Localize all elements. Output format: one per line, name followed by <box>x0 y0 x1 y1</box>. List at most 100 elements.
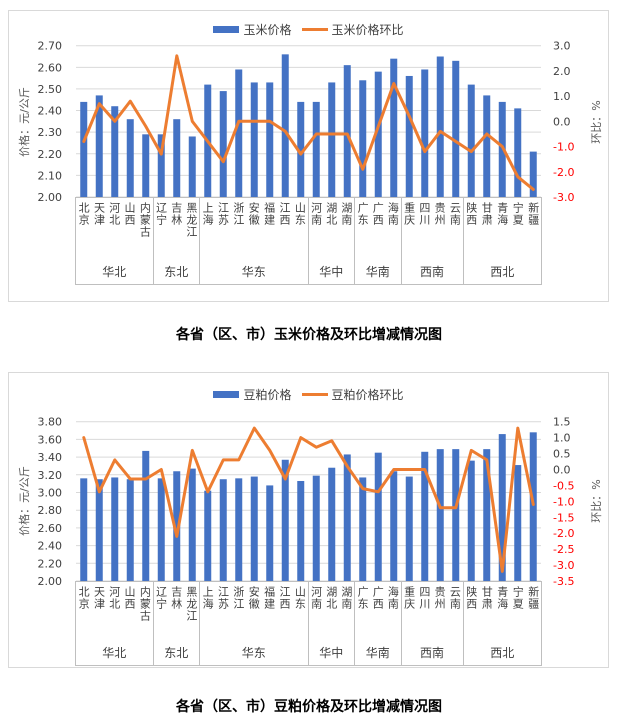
left-axis-tick-label: 2.60 <box>38 522 63 535</box>
province-label: 山西 <box>122 582 137 640</box>
province-label: 甘肃 <box>479 582 495 640</box>
province-label: 江西 <box>277 198 292 259</box>
province-row: 北京 天津 河北 山西 内蒙古 <box>76 582 153 640</box>
region-label: 西北 <box>490 265 515 279</box>
region-label: 东北 <box>164 646 189 660</box>
price-bar <box>436 449 444 581</box>
left-axis-tick-label: 2.50 <box>38 83 63 96</box>
province-row: 陕西 甘肃 青海 宁夏 新疆 <box>464 198 542 259</box>
province-label: 江苏 <box>215 582 230 640</box>
province-label-text: 海南 <box>386 586 400 610</box>
right-axis-tick-label: -1.0 <box>553 141 574 154</box>
province-label: 广东 <box>355 582 370 640</box>
province-label: 内蒙古 <box>137 582 152 640</box>
region-group: 陕西 甘肃 青海 宁夏 新疆西北 <box>464 198 542 284</box>
left-axis-tick-label: 2.80 <box>38 504 63 517</box>
right-axis-tick-label: -0.5 <box>553 479 574 492</box>
province-label-text: 江西 <box>277 586 291 610</box>
province-label: 贵州 <box>432 582 447 640</box>
province-row: 上海 江苏 浙江 安徽 福建 江西 山东 <box>200 582 308 640</box>
right-axis-tick-label: -2.5 <box>553 543 574 556</box>
province-label: 浙江 <box>231 198 246 259</box>
province-label: 上海 <box>200 582 215 640</box>
right-axis-tick-label: -2.0 <box>553 166 574 179</box>
province-label-text: 新疆 <box>526 586 540 610</box>
price-bar <box>343 65 351 197</box>
province-label: 河南 <box>309 198 324 259</box>
price-bar <box>250 82 258 197</box>
province-label: 广东 <box>355 198 370 259</box>
province-label: 云南 <box>447 582 462 640</box>
province-label-text: 辽宁 <box>154 202 168 226</box>
province-label-text: 天津 <box>92 586 106 610</box>
price-bar <box>126 119 134 197</box>
province-label: 贵州 <box>432 198 447 259</box>
province-label-text: 青海 <box>495 586 509 610</box>
right-axis-tick-label: -3.5 <box>553 575 574 588</box>
right-axis-tick-label: 3.0 <box>553 40 571 53</box>
right-axis-tick-label: 1.0 <box>553 90 571 103</box>
province-label-text: 辽宁 <box>154 586 168 610</box>
province-row: 辽宁 吉林 黑龙江 <box>154 198 200 259</box>
province-label-text: 河南 <box>309 202 323 226</box>
province-label-text: 云南 <box>448 202 462 226</box>
price-bar <box>204 490 212 581</box>
province-label: 福建 <box>261 582 276 640</box>
soybean-right-axis-title: 环比：% <box>590 479 603 523</box>
region-group: 辽宁 吉林 黑龙江 东北 <box>154 582 200 665</box>
left-axis-tick-label: 2.40 <box>38 540 63 553</box>
province-label-text: 山东 <box>293 586 307 610</box>
left-axis-tick-label: 3.60 <box>38 433 63 446</box>
left-axis-tick-label: 2.40 <box>38 105 63 118</box>
right-axis-tick-label: 0.0 <box>553 115 571 128</box>
price-bar <box>173 119 181 197</box>
region-group: 河南 湖北 湖南 华中 <box>309 198 355 284</box>
province-label: 北京 <box>76 198 91 259</box>
region-group: 北京 天津 河北 山西 内蒙古 华北 <box>76 582 154 665</box>
province-label-text: 福建 <box>262 202 276 226</box>
province-label-text: 山西 <box>123 202 137 226</box>
price-bar <box>126 479 134 581</box>
province-label: 吉林 <box>169 582 184 640</box>
price-bar <box>297 480 305 581</box>
price-bar <box>529 432 537 581</box>
price-bar <box>405 75 413 197</box>
province-label: 宁夏 <box>510 582 526 640</box>
province-label: 海南 <box>385 198 400 259</box>
price-bar <box>235 478 243 581</box>
region-label: 华南 <box>365 646 390 660</box>
province-label-text: 江苏 <box>216 586 230 610</box>
price-bar <box>359 80 367 197</box>
province-label: 广西 <box>370 582 385 640</box>
province-label: 天津 <box>91 198 106 259</box>
province-row: 河南 湖北 湖南 <box>309 198 355 259</box>
soybean-price-legend-label: 豆粕价格 <box>243 388 292 402</box>
left-axis-tick-label: 2.10 <box>38 169 63 182</box>
corn-mom-legend-label: 玉米价格环比 <box>331 23 404 37</box>
province-label-text: 海南 <box>386 202 400 226</box>
province-label: 山西 <box>122 198 137 259</box>
province-label-text: 新疆 <box>526 202 540 226</box>
province-label-text: 北京 <box>77 202 91 226</box>
province-label: 宁夏 <box>510 198 526 259</box>
province-label-text: 贵州 <box>433 586 447 610</box>
corn-price-bar-swatch <box>213 26 240 33</box>
price-bar <box>483 95 491 197</box>
province-label: 上海 <box>200 198 215 259</box>
province-label: 安徽 <box>246 198 261 259</box>
province-row: 广东 广西 海南 <box>355 198 401 259</box>
price-bar <box>219 91 227 197</box>
left-axis-tick-label: 3.00 <box>38 487 63 500</box>
price-bar <box>374 71 382 197</box>
province-label: 河南 <box>309 582 324 640</box>
left-axis-tick-label: 3.20 <box>38 469 63 482</box>
province-label-text: 云南 <box>448 586 462 610</box>
province-label: 河北 <box>107 582 122 640</box>
province-label-text: 贵州 <box>433 202 447 226</box>
province-label-text: 黑龙江 <box>184 202 198 238</box>
left-axis-tick-label: 2.70 <box>38 40 63 53</box>
price-bar <box>390 471 398 581</box>
right-axis-tick-label: -3.0 <box>553 559 574 572</box>
province-label: 湖南 <box>339 582 354 640</box>
